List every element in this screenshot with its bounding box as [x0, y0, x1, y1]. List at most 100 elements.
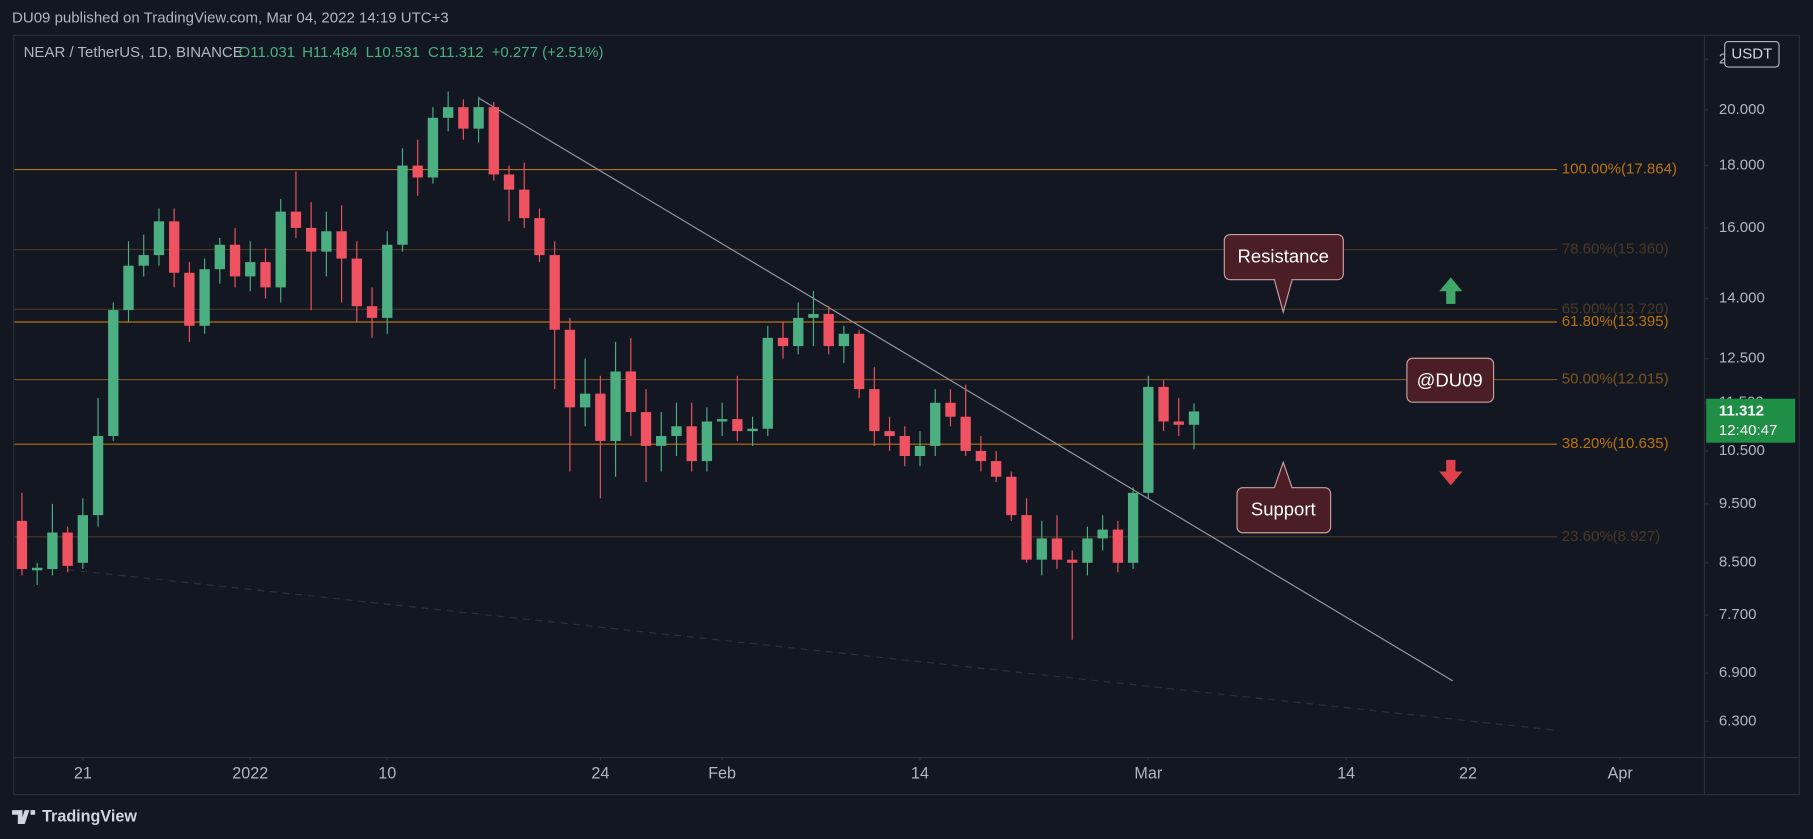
candle-body: [838, 333, 850, 347]
down-arrow: [1439, 459, 1463, 486]
x-tick-label: 21: [74, 765, 92, 783]
y-tick-label: 16.000: [1719, 219, 1765, 236]
currency-badge[interactable]: USDT: [1724, 41, 1780, 68]
up-arrow: [1439, 277, 1463, 304]
support-callout: Support: [1236, 460, 1332, 534]
x-tick-label: Feb: [708, 765, 736, 783]
candle-body: [564, 329, 576, 408]
y-tick-label: 20.000: [1719, 101, 1765, 118]
candle-body: [823, 313, 834, 347]
candle-body: [31, 567, 43, 571]
candle-body: [214, 244, 226, 270]
candle-body: [245, 262, 256, 277]
candle-body: [1067, 559, 1078, 563]
candle-body: [960, 416, 971, 451]
fib-label: 100.00%(17.864): [1562, 161, 1677, 178]
candle-body: [290, 211, 302, 228]
fib-levels: 100.00%(17.864) 78.60%(15.360) 65.00%(13.7…: [14, 161, 1677, 545]
plot-area: [16, 91, 1560, 732]
y-tick-label: 6.300: [1719, 712, 1757, 729]
price-badge: 11.312 12:40:47: [1706, 398, 1796, 443]
x-tick-label: 22: [1459, 765, 1477, 783]
currency-button[interactable]: [1724, 41, 1780, 68]
candle-body: [275, 211, 286, 288]
resistance-label: Resistance: [1238, 246, 1329, 267]
candle-body: [366, 306, 378, 318]
y-tick-label: 9.500: [1719, 495, 1757, 512]
ohlc-legend: O11.031 H11.484 L10.531 C11.312 +0.277 (…: [239, 44, 604, 61]
candle-body: [108, 310, 119, 436]
price-badge-box: [1706, 398, 1796, 443]
y-tick-label: 10.500: [1719, 442, 1765, 459]
candle-body: [975, 450, 987, 462]
candle-body: [595, 393, 606, 441]
axes: 6.3006.9007.7008.5009.50010.50011.50012.…: [74, 50, 1765, 782]
x-tick-label: 2022: [232, 765, 268, 783]
candle-body: [1158, 386, 1169, 422]
candle-body: [336, 231, 347, 259]
candle-body: [914, 445, 926, 456]
candle-body: [534, 218, 545, 256]
currency-label[interactable]: USDT: [1731, 45, 1772, 62]
candle-body: [625, 371, 636, 413]
candle-body: [16, 520, 28, 570]
candle-body: [640, 412, 652, 446]
price-badge-value: 11.312: [1719, 402, 1764, 419]
candle-body: [686, 426, 697, 462]
candle-body: [184, 272, 195, 326]
x-tick-label: Apr: [1608, 765, 1634, 783]
candle-body: [1082, 538, 1093, 563]
candle-body: [92, 435, 104, 516]
candle-body: [869, 389, 880, 432]
candle-body: [610, 371, 621, 441]
candle-body: [47, 532, 58, 570]
candle-body: [1051, 538, 1063, 560]
candle-body: [123, 265, 134, 311]
y-tick-label: 18.000: [1719, 157, 1765, 174]
candle-body: [1006, 476, 1017, 516]
candle-body: [671, 426, 682, 436]
candle-body: [1036, 538, 1047, 560]
candle-body: [427, 117, 439, 178]
candle-body: [62, 532, 73, 566]
fib-label: 50.00%(12.015): [1562, 371, 1669, 388]
candle-body: [762, 337, 773, 429]
candle-body: [321, 231, 332, 252]
panel-border: [13, 34, 1800, 796]
candle-body: [229, 244, 241, 277]
candle-body: [747, 428, 758, 432]
candle-body: [1173, 421, 1184, 425]
support-label: Support: [1251, 499, 1316, 520]
y-tick-label: 8.500: [1719, 554, 1757, 571]
candle-body: [549, 255, 560, 330]
legend-low: L10.531: [366, 44, 420, 61]
candle-body: [305, 227, 317, 252]
candle-body: [656, 435, 667, 446]
candle-body: [579, 393, 591, 408]
fib-label: 38.20%(10.635): [1562, 435, 1669, 452]
candle-body: [945, 402, 956, 417]
fib-label: 23.60%(8.927): [1562, 528, 1661, 545]
fib-label: 61.80%(13.395): [1562, 313, 1669, 330]
legend-change: +0.277 (+2.51%): [492, 44, 604, 61]
candle-body: [199, 269, 210, 326]
candle-body: [1127, 492, 1139, 563]
candle-body: [503, 174, 515, 190]
candle-body: [382, 244, 393, 318]
y-tick-label: 6.900: [1719, 664, 1757, 681]
candle-body: [138, 255, 149, 266]
x-tick-label: Mar: [1134, 765, 1162, 783]
candle-body: [488, 107, 499, 175]
candle-body: [1112, 529, 1124, 563]
brand-name: TradingView: [42, 807, 137, 825]
candle-body: [153, 221, 165, 256]
candle-body: [412, 165, 423, 178]
x-tick-label: 24: [591, 765, 609, 783]
candle-body: [442, 107, 454, 118]
candle-body: [1021, 515, 1032, 560]
candle-body: [351, 258, 362, 307]
y-tick-label: 7.700: [1719, 606, 1757, 623]
